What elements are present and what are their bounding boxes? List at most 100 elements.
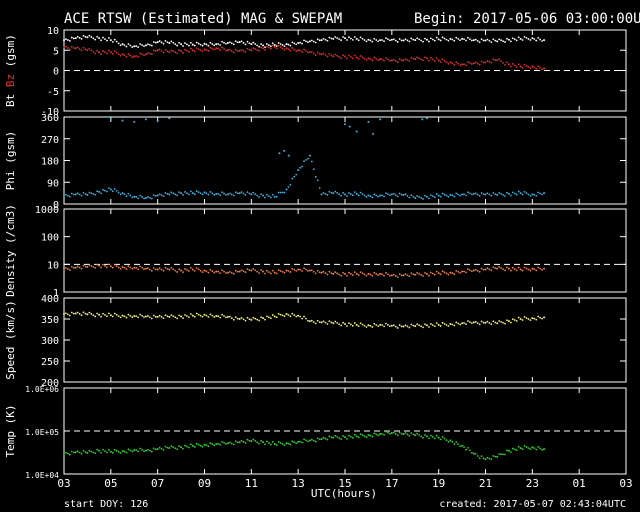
temp-point (420, 435, 423, 438)
density-point (131, 267, 134, 270)
phi-point (504, 195, 506, 197)
phi-point (156, 194, 159, 197)
speed-point (388, 325, 391, 328)
temp-point (262, 441, 265, 444)
temp-point (476, 455, 479, 457)
density-point (443, 271, 446, 274)
speed-point (342, 321, 344, 324)
phi-point (283, 191, 286, 194)
phi-point (168, 117, 171, 120)
mag-point (383, 59, 385, 62)
mag-point (349, 56, 352, 58)
density-point (303, 267, 305, 270)
speed-point (293, 314, 296, 316)
x-tick-label: 15 (338, 477, 351, 490)
temp-point (478, 457, 481, 460)
mag-point (504, 63, 506, 66)
mag-point (154, 41, 157, 44)
mag-point (166, 50, 169, 53)
phi-point (338, 193, 341, 196)
density-point (100, 266, 102, 269)
speed-point (509, 321, 512, 324)
phi-point (488, 193, 491, 196)
mag-point (371, 40, 374, 43)
density-point (74, 266, 77, 269)
density-point (168, 268, 171, 271)
speed-point (92, 314, 95, 317)
phi-point (293, 175, 296, 178)
phi-point (463, 193, 465, 196)
temp-point (152, 447, 155, 450)
speed-point (271, 314, 274, 316)
mag-point (135, 45, 138, 47)
density-point (203, 269, 206, 272)
phi-point (162, 195, 165, 198)
mag-point (111, 41, 114, 43)
temp-point (504, 453, 506, 456)
phi-point (197, 191, 200, 194)
density-ytick-label: 1 (53, 288, 59, 299)
speed-point (515, 320, 518, 322)
speed-point (385, 322, 387, 325)
mag-point (348, 36, 350, 39)
mag-point (537, 37, 540, 39)
mag-point (215, 43, 218, 46)
density-point (482, 268, 485, 271)
phi-point (363, 194, 366, 197)
speed-point (207, 316, 210, 318)
speed-point (197, 313, 200, 316)
phi-point (342, 192, 344, 194)
speed-point (326, 323, 329, 325)
mag-point (129, 44, 132, 47)
phi-point (392, 192, 395, 195)
phi-point (160, 194, 163, 197)
mag-point (195, 47, 198, 50)
phi-point (158, 193, 161, 196)
mag-point (328, 52, 331, 55)
temp-point (328, 435, 331, 438)
mag-point (351, 38, 354, 41)
mag-point (178, 41, 181, 44)
temp-point (320, 438, 323, 441)
density-point (425, 272, 428, 275)
density-point (246, 268, 249, 270)
phi-point (125, 195, 128, 198)
mag-point (310, 39, 313, 42)
mag-point (398, 58, 401, 61)
speed-point (223, 315, 225, 317)
temp-point (480, 455, 483, 458)
temp-point (496, 455, 499, 458)
mag-point (406, 39, 409, 42)
mag-point (250, 43, 253, 46)
density-point (271, 269, 274, 272)
mag-point (236, 41, 239, 44)
mag-point (117, 42, 120, 45)
mag-point (482, 61, 485, 64)
mag-point (470, 63, 473, 65)
mag-point (502, 40, 504, 43)
temp-point (242, 440, 245, 443)
temp-point (264, 443, 266, 446)
phi-point (305, 159, 307, 161)
speed-point (147, 315, 149, 317)
speed-point (203, 313, 206, 316)
start-doy: start DOY: 126 (64, 499, 148, 510)
speed-point (400, 325, 403, 328)
speed-point (291, 312, 294, 315)
phi-point (322, 192, 325, 194)
temp-point (482, 457, 485, 460)
speed-point (408, 326, 411, 329)
temp-point (96, 448, 99, 451)
temp-point (115, 449, 118, 452)
phi-point (234, 191, 237, 194)
phi-point (137, 197, 140, 200)
mag-point (269, 47, 272, 50)
speed-point (425, 324, 428, 327)
mag-point (141, 53, 143, 56)
density-point (490, 269, 493, 272)
density-point (182, 271, 184, 274)
temp-point (344, 436, 346, 439)
temp-point (349, 435, 352, 438)
temp-point (269, 443, 272, 446)
density-point (78, 266, 81, 269)
